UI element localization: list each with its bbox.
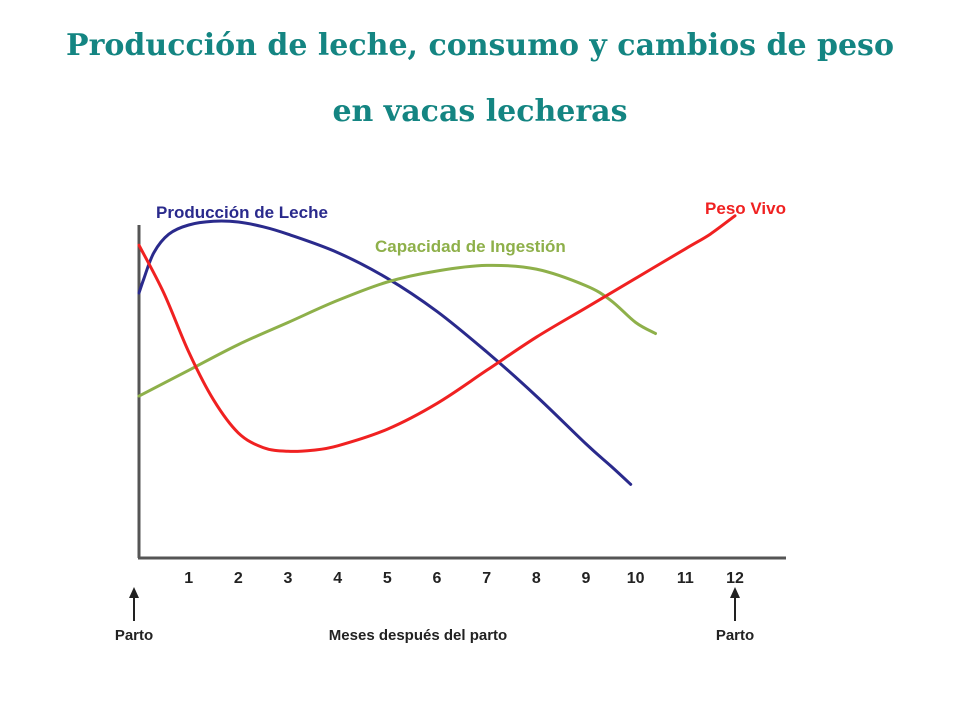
parto-label: Parto xyxy=(716,627,754,644)
legend-label-capacidad-ingestion: Capacidad de Ingestión xyxy=(375,237,566,256)
series-lines xyxy=(137,214,737,486)
x-tick-label: 1 xyxy=(184,570,193,587)
series-line-produccion-leche xyxy=(137,219,633,486)
x-tick-label: 2 xyxy=(234,570,243,587)
page-title-line-2: en vacas lecheras xyxy=(332,94,628,129)
series-line-capacidad-ingestion xyxy=(137,263,657,398)
x-tick-label: 6 xyxy=(433,570,442,587)
legend-label-produccion-leche: Producción de Leche xyxy=(156,203,328,222)
x-tick-label: 12 xyxy=(726,570,744,587)
x-tick-label: 11 xyxy=(677,570,694,587)
legend-label-peso-vivo: Peso Vivo xyxy=(705,199,786,218)
x-tick-label: 8 xyxy=(532,570,541,587)
x-tick-label: 5 xyxy=(383,570,392,587)
x-tick-label: 10 xyxy=(627,570,645,587)
x-tick-label: 4 xyxy=(333,570,342,587)
parto-arrowhead xyxy=(129,587,139,598)
series-line-peso-vivo xyxy=(137,214,737,453)
page-title-line-1: Producción de leche, consumo y cambios d… xyxy=(66,28,894,63)
x-tick-label: 3 xyxy=(284,570,293,587)
x-tick-label: 7 xyxy=(482,570,491,587)
x-axis-label: Meses después del parto xyxy=(329,627,507,644)
parto-label: Parto xyxy=(115,627,153,644)
x-tick-label: 9 xyxy=(582,570,591,587)
series-labels: Producción de Leche Capacidad de Ingestió… xyxy=(156,199,786,256)
parto-arrowhead xyxy=(730,587,740,598)
